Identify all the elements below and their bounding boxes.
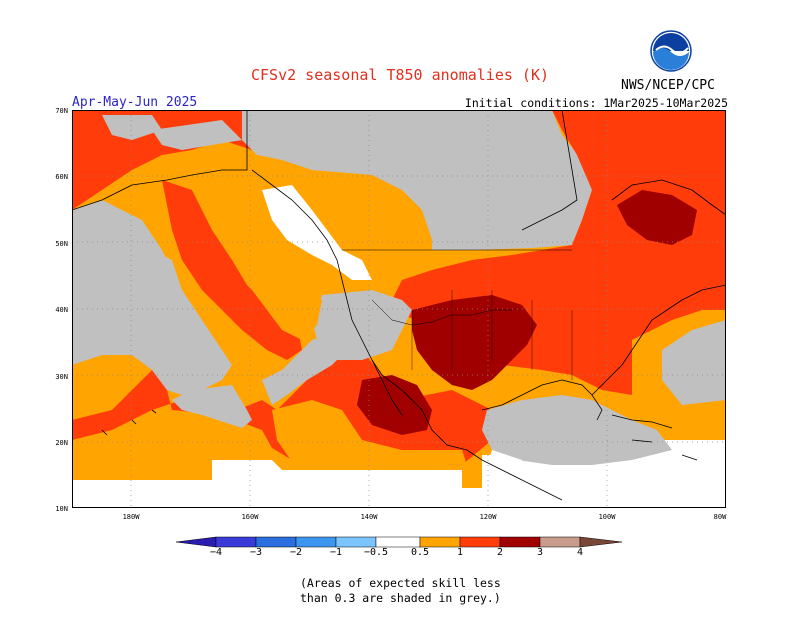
anomaly-region-05-1 <box>247 260 322 340</box>
no-skill-grey-region <box>152 120 242 150</box>
colorbar-label: 1 <box>456 547 464 558</box>
coastlines <box>72 110 726 501</box>
anomaly-region-2-3 <box>412 295 537 390</box>
no-skill-grey-region <box>72 200 182 290</box>
colorbar-segment <box>579 536 623 548</box>
lat-label: 60N <box>55 173 68 181</box>
initial-conditions-label: Initial conditions: 1Mar2025-10Mar2025 <box>464 96 728 110</box>
lat-label: 70N <box>55 107 68 115</box>
season-label: Apr-May-Jun 2025 <box>72 95 198 110</box>
lon-label: 180W <box>122 513 140 521</box>
no-skill-grey-region <box>482 395 672 465</box>
no-skill-grey-region <box>242 110 592 250</box>
footnote-line: (Areas of expected skill less <box>300 576 501 590</box>
lat-label: 10N <box>55 505 68 513</box>
colorbar-segment <box>375 536 421 548</box>
no-skill-grey-region <box>312 290 412 360</box>
anomaly-region-2-3 <box>617 190 697 245</box>
colorbar-segment <box>215 536 257 548</box>
colorbar-segment <box>539 536 581 548</box>
colorbar-label: −3 <box>249 547 263 558</box>
footnote: (Areas of expected skill less than 0.3 a… <box>300 576 560 606</box>
lat-label: 20N <box>55 439 68 447</box>
footnote-line: than 0.3 are shaded in grey.) <box>300 591 501 605</box>
colorbar-label: −4 <box>209 547 223 558</box>
colorbar-label: −1 <box>329 547 343 558</box>
lon-label: 140W <box>360 513 378 521</box>
neutral-region <box>262 185 372 280</box>
colorbar-label: 3 <box>536 547 544 558</box>
no-skill-grey-region <box>662 320 726 405</box>
lat-label: 40N <box>55 306 68 314</box>
anomaly-region-05-1 <box>272 400 467 465</box>
graticule-lines <box>72 110 726 508</box>
no-skill-grey-region <box>72 240 232 395</box>
map-panel <box>72 110 726 508</box>
anomaly-region-1-2 <box>162 180 302 360</box>
colorbar-segment <box>499 536 541 548</box>
colorbar <box>175 536 623 548</box>
agency-label: NWS/NCEP/CPC <box>621 78 715 93</box>
anomaly-region-05-1 <box>312 170 432 255</box>
map-title: CFSv2 seasonal T850 anomalies (K) <box>250 66 549 84</box>
lat-label: 30N <box>55 373 68 381</box>
lon-label: 100W <box>598 513 616 521</box>
anomaly-region-2-3 <box>357 375 432 435</box>
no-skill-grey-region <box>172 385 252 428</box>
colorbar-label: −2 <box>289 547 303 558</box>
no-skill-grey-region <box>102 115 162 140</box>
colorbar-segment <box>255 536 297 548</box>
lon-label: 80W <box>713 513 727 521</box>
lon-label: 120W <box>479 513 497 521</box>
no-skill-grey-region <box>502 130 572 230</box>
colorbar-segment <box>335 536 377 548</box>
noaa-logo-icon <box>650 30 692 72</box>
colorbar-segment <box>459 536 501 548</box>
colorbar-label: 4 <box>576 547 584 558</box>
lat-label: 50N <box>55 240 68 248</box>
colorbar-segment <box>295 536 337 548</box>
lon-label: 160W <box>241 513 259 521</box>
colorbar-label: 2 <box>496 547 504 558</box>
map-frame <box>72 110 726 508</box>
colorbar-segment <box>419 536 461 548</box>
colorbar-label: −0.5 <box>363 547 389 558</box>
colorbar-label: 0.5 <box>410 547 430 558</box>
colorbar-segment <box>175 536 217 548</box>
